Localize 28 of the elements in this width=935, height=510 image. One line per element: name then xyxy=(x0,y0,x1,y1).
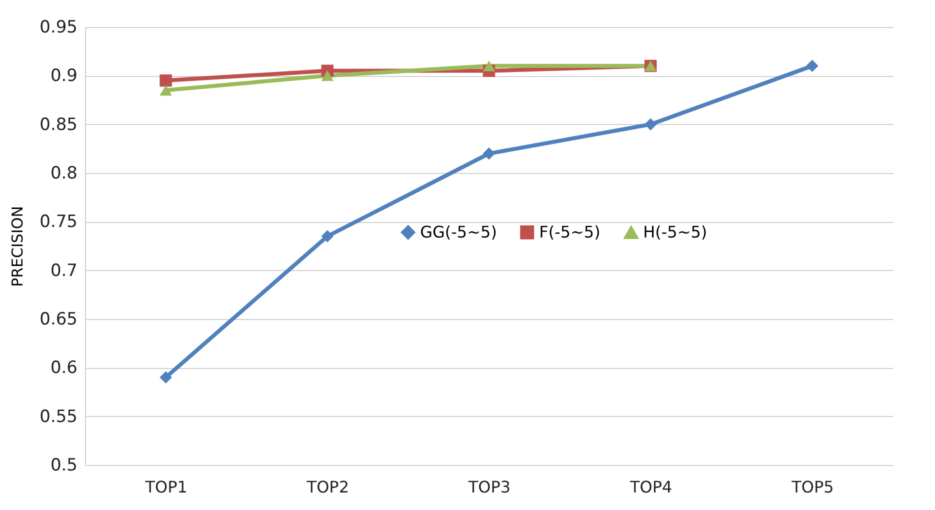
point xyxy=(321,70,334,81)
y-tick-label: 0.9 xyxy=(50,66,78,86)
point xyxy=(160,84,172,96)
y-tick-label: 0.65 xyxy=(40,310,78,330)
point xyxy=(644,118,657,130)
point xyxy=(160,371,172,384)
x-tick-label: TOP5 xyxy=(790,478,834,496)
point xyxy=(321,230,334,242)
y-tick-label: 0.5 xyxy=(50,456,78,476)
x-tick-label: TOP3 xyxy=(467,478,511,496)
y-tick-label: 0.75 xyxy=(40,212,78,232)
y-tick-label: 0.55 xyxy=(40,406,78,427)
y-tick-label: 0.6 xyxy=(50,358,78,378)
x-tick-label: TOP1 xyxy=(144,478,188,496)
y-axis-title: PRECISION xyxy=(8,206,27,287)
y-tick-label: 0.7 xyxy=(50,260,78,281)
point xyxy=(482,60,496,72)
point xyxy=(482,147,496,160)
point xyxy=(160,74,172,87)
y-tick-label: 0.85 xyxy=(40,114,78,135)
point xyxy=(806,60,818,72)
x-tick-label: TOP4 xyxy=(629,478,672,496)
legend-label: F(-5~5) xyxy=(539,222,600,242)
x-tick-label: TOP2 xyxy=(306,478,349,496)
legend-label: H(-5~5) xyxy=(643,222,708,242)
y-tick-label: 0.8 xyxy=(50,164,78,184)
y-tick-label: 0.95 xyxy=(40,18,78,38)
legend-label: GG(-5~5) xyxy=(420,222,497,242)
